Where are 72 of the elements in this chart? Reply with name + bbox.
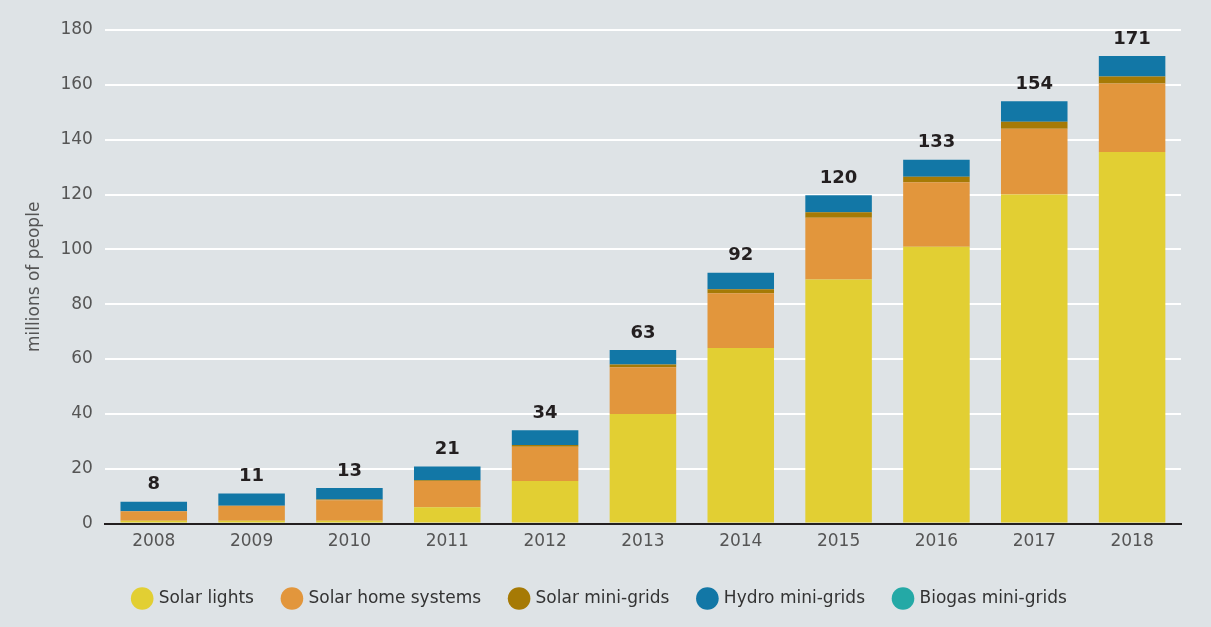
total-label: 34 xyxy=(532,401,558,423)
bar xyxy=(120,501,188,512)
x-tick-label: 2014 xyxy=(719,530,763,551)
bar xyxy=(218,493,285,506)
bar xyxy=(707,348,775,523)
bar xyxy=(1098,152,1166,523)
bar xyxy=(707,289,775,294)
bar xyxy=(218,505,285,521)
total-label: 133 xyxy=(917,130,956,152)
total-label: 120 xyxy=(819,166,858,188)
bar xyxy=(805,217,872,280)
y-tick-label: 180 xyxy=(60,18,93,39)
y-tick-label: 40 xyxy=(71,402,93,423)
y-tick-label: 20 xyxy=(71,457,93,478)
bar xyxy=(707,293,775,349)
bar xyxy=(903,176,970,183)
total-label: 21 xyxy=(434,437,460,459)
x-tick-label: 2012 xyxy=(523,530,567,551)
bar xyxy=(1000,121,1068,129)
total-label: 92 xyxy=(728,243,754,265)
y-tick-label: 100 xyxy=(60,237,93,258)
y-tick-label: 80 xyxy=(71,292,93,313)
legend-label: Solar lights xyxy=(158,586,255,607)
bar xyxy=(1000,101,1068,122)
y-tick-label: 120 xyxy=(60,182,93,203)
legend-label: Hydro mini-grids xyxy=(723,586,866,607)
total-label: 171 xyxy=(1113,26,1151,48)
bar xyxy=(316,500,383,521)
y-tick-label: 0 xyxy=(82,512,93,533)
bar xyxy=(609,367,677,414)
y-tick-label: 60 xyxy=(71,347,93,368)
bar xyxy=(414,507,481,523)
bar xyxy=(805,195,872,213)
x-tick-label: 2017 xyxy=(1012,530,1056,551)
x-tick-label: 2010 xyxy=(327,530,372,551)
bar xyxy=(903,182,970,247)
bar xyxy=(511,446,579,482)
bar xyxy=(707,272,775,290)
x-tick-label: 2018 xyxy=(1110,530,1154,551)
bar xyxy=(414,481,481,508)
bar xyxy=(903,246,970,523)
x-tick-label: 2011 xyxy=(425,530,469,551)
bar xyxy=(903,159,970,177)
bar xyxy=(805,212,872,218)
legend-label: Solar mini-grids xyxy=(535,586,670,607)
bar xyxy=(1000,128,1068,195)
total-label: 8 xyxy=(147,472,161,494)
y-tick-label: 160 xyxy=(60,73,93,94)
x-tick-label: 2008 xyxy=(132,530,176,551)
y-axis-title: millions of people xyxy=(22,201,43,352)
x-tick-label: 2009 xyxy=(229,530,274,551)
x-tick-label: 2013 xyxy=(621,530,665,551)
bar xyxy=(1098,56,1166,77)
bar xyxy=(609,413,677,523)
bar xyxy=(414,466,481,481)
bar xyxy=(805,279,872,523)
bar xyxy=(316,487,383,500)
bar xyxy=(1000,194,1068,523)
bar xyxy=(609,350,677,365)
x-tick-label: 2016 xyxy=(914,530,959,551)
total-label: 63 xyxy=(630,320,656,342)
y-tick-label: 140 xyxy=(60,128,93,149)
legend-label: Solar home systems xyxy=(308,586,482,607)
bar xyxy=(1098,83,1166,153)
bar xyxy=(511,481,579,523)
bar xyxy=(511,430,579,445)
total-label: 11 xyxy=(239,464,265,486)
bar xyxy=(120,511,188,521)
legend-label: Biogas mini-grids xyxy=(919,586,1067,607)
total-label: 13 xyxy=(336,458,362,480)
x-tick-label: 2015 xyxy=(816,530,861,551)
total-label: 154 xyxy=(1015,71,1054,93)
